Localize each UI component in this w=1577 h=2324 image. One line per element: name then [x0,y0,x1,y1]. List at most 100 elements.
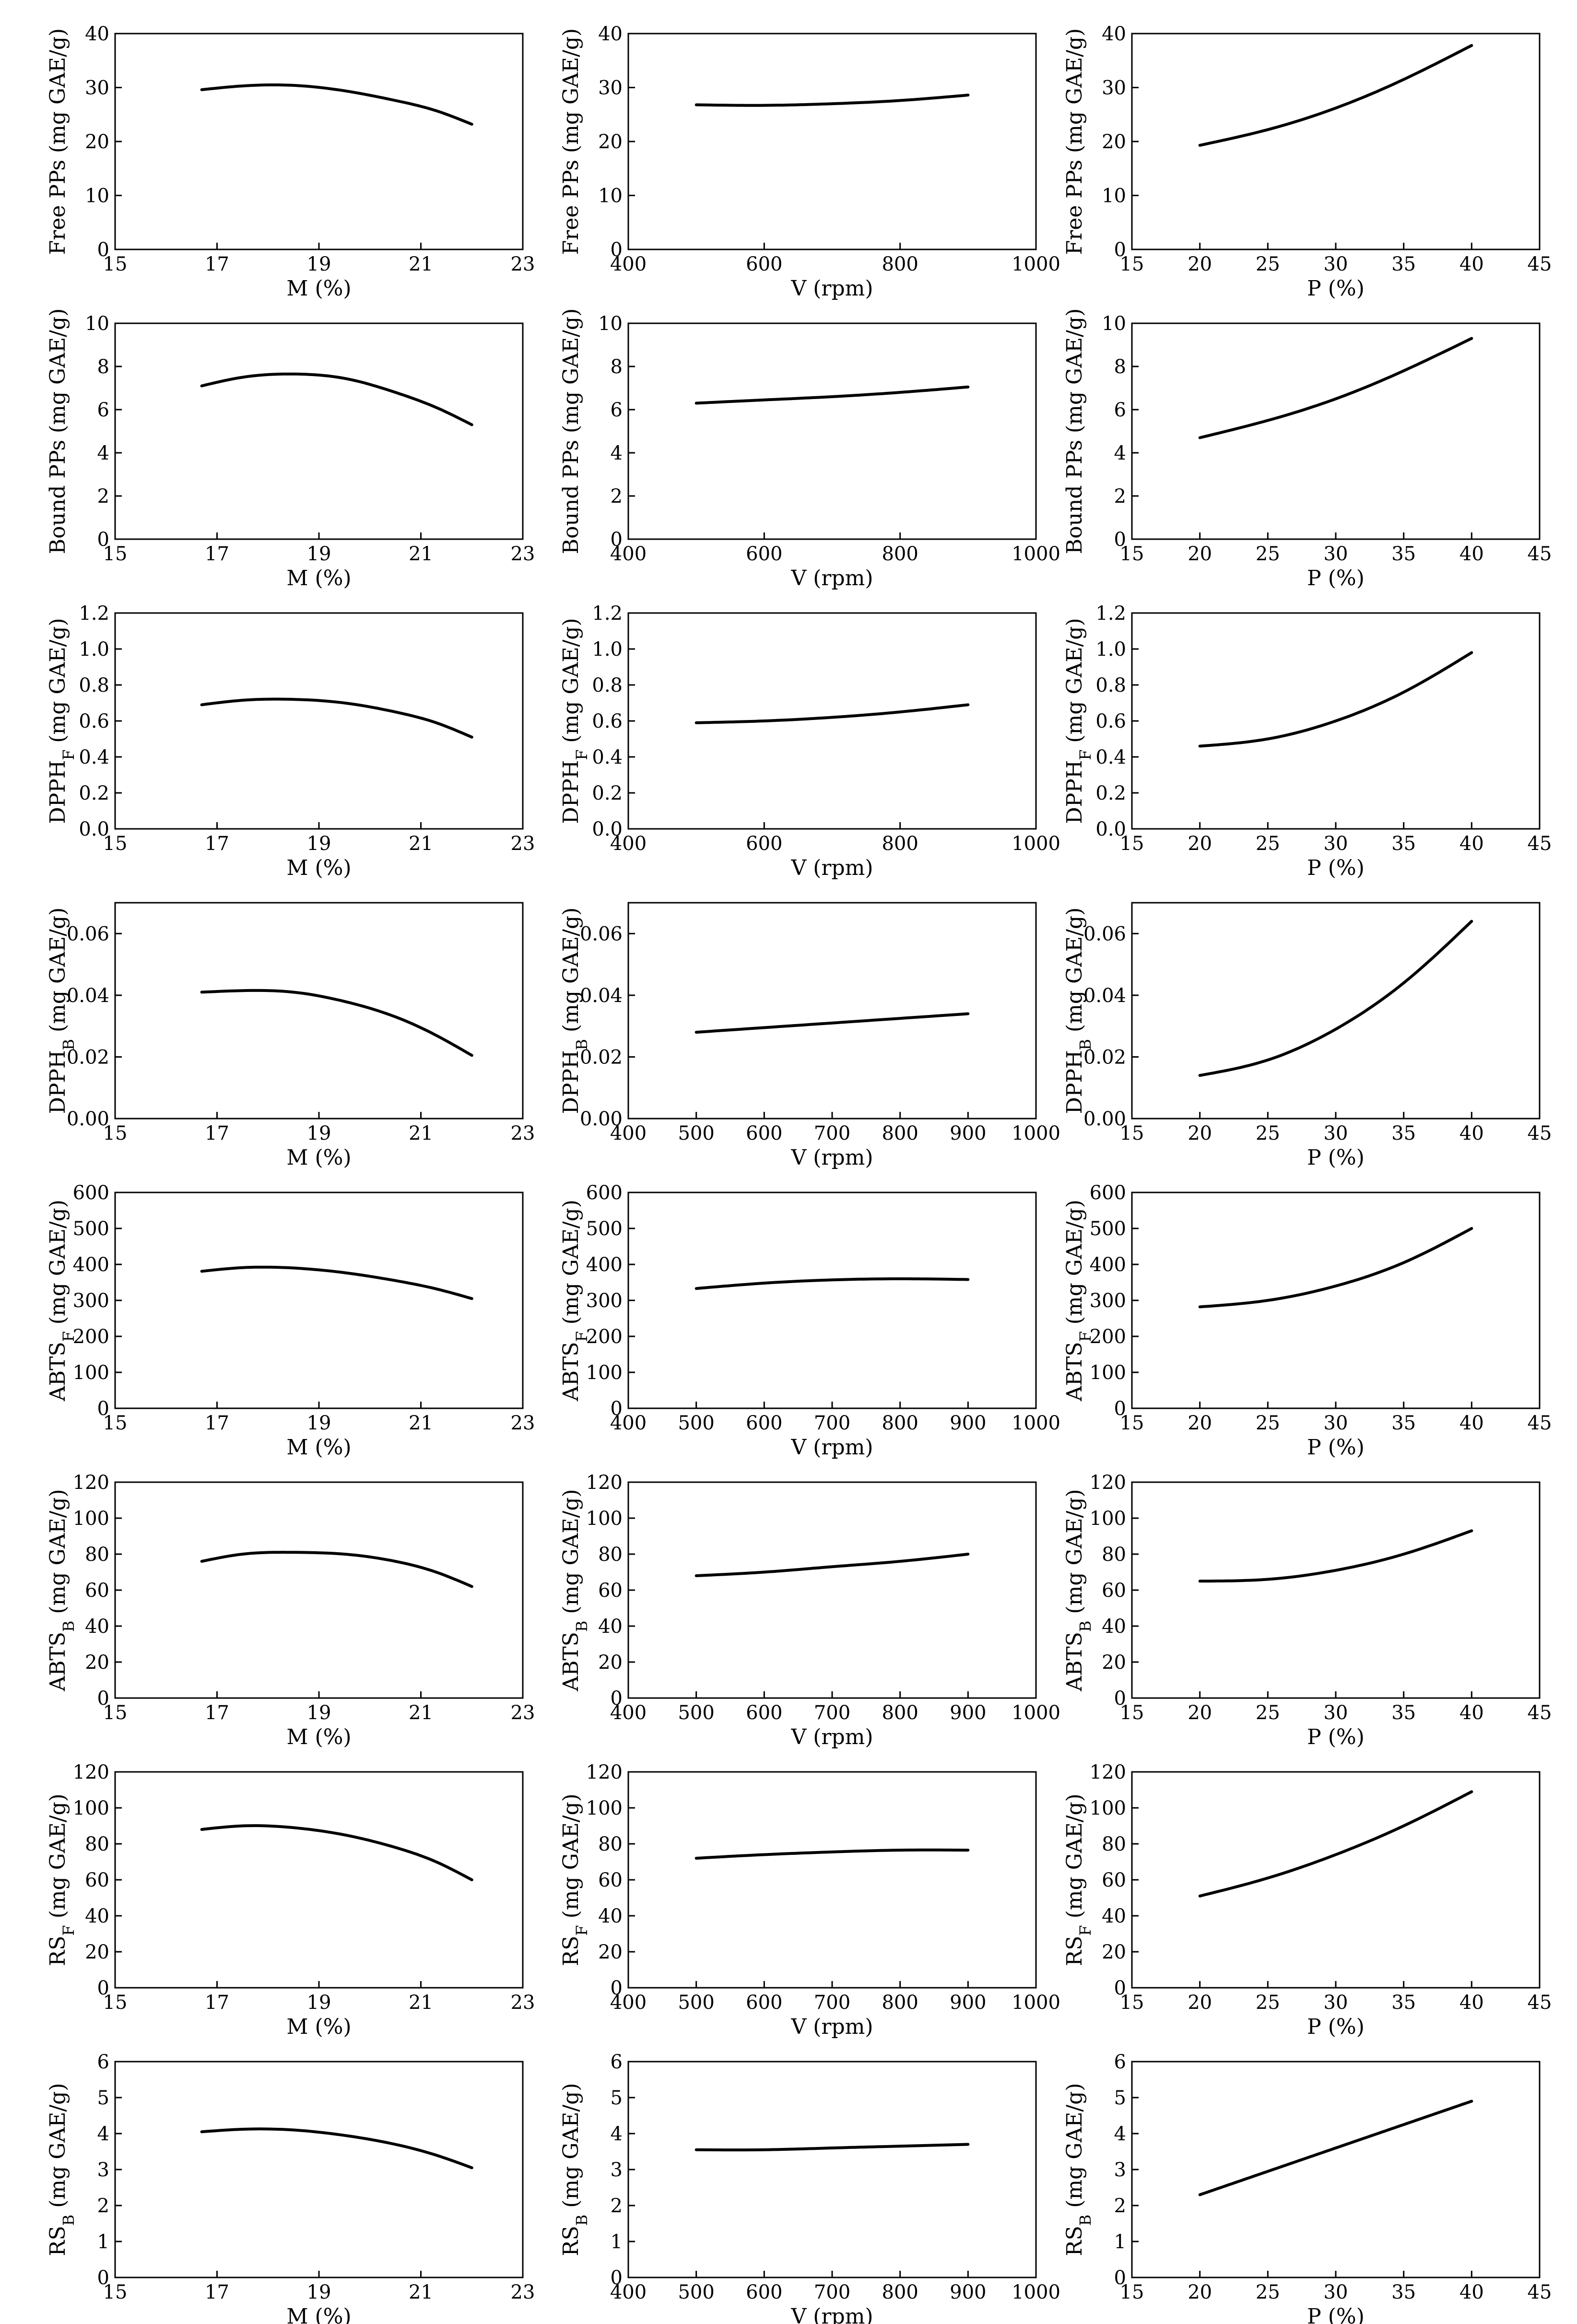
panel-2-1-x-tick-label-15: 15 [103,543,128,565]
panel-5-2-x-tick-label-400: 400 [610,1412,647,1434]
panel-5-2-x-axis-label: V (rpm) [790,1435,873,1460]
panel-8-3-response-curve [1198,2100,1473,2196]
panel-6-3-abts-b-mg-gae-g-vs-p: 15 20 25 30 35 40 45 0 20 40 60 80 100 120 P (%) ABTSB … [1062,1472,1552,1749]
panel-1-3-y-tick-label-0: 0 [1114,239,1126,261]
panel-2-1-y-axis-label: Bound PPs (mg GAE/g) [46,308,70,554]
panel-6-3-x-tick-label-45: 45 [1528,1702,1552,1724]
panel-5-1-y-tick-label-600: 600 [73,1182,109,1204]
panel-3-2-response-curve [694,703,970,724]
panel-7-1-y-tick-label-100: 100 [73,1797,109,1819]
panel-4-3-dpph-b-mg-gae-g-vs-p: 15 20 25 30 35 40 45 0.00 0.02 0.04 0.06 P (%) DPPHB… [1062,902,1552,1170]
panel-3-2-y-tick-label-0: 0.0 [592,818,623,840]
panel-3-2-dpph-f-mg-gae-g-vs-v-rpm: 400 600 800 1000 0.0 0.2 0.4 0.6 0.8 1.0 1.2 V (rpm… [559,602,1060,880]
panel-7-3-rs-f-mg-gae-g-vs-p: 15 20 25 30 35 40 45 0 20 40 60 80 100 120 P (%) RSF (m… [1062,1761,1552,2039]
panel-7-2-x-tick-label-900: 900 [950,1992,986,2014]
panel-3-3-x-tick-label-25: 25 [1256,833,1280,855]
panel-6-1-x-tick-label-17: 17 [205,1702,229,1724]
panel-5-2-y-tick-label-500: 500 [586,1218,623,1240]
panel-7-2-y-tick-label-60: 60 [598,1869,623,1891]
panel-5-3-y-tick-label-600: 600 [1090,1182,1126,1204]
panel-2-3-x-tick-label-40: 40 [1459,543,1484,565]
panel-7-3-y-tick-label-0: 0 [1114,1977,1126,1999]
panel-4-3-x-tick-label-40: 40 [1459,1122,1484,1144]
panel-3-1-y-tick-label-1.2: 1.2 [79,602,109,625]
panel-5-1-x-tick-label-17: 17 [205,1412,229,1434]
panel-2-2-y-tick-label-4: 4 [611,442,623,464]
panel-7-3-y-tick-label-60: 60 [1102,1869,1126,1891]
panel-8-1-plot-frame [114,2061,524,2278]
panel-5-2-x-tick-label-700: 700 [814,1412,850,1434]
panel-8-1-x-tick-label-17: 17 [205,2281,229,2303]
panel-5-2-x-tick-label-800: 800 [882,1412,918,1434]
panel-2-1-plot-frame [114,322,524,540]
panel-6-2-y-tick-label-40: 40 [598,1616,623,1638]
panel-3-1-y-tick-label-0.6: 0.6 [79,710,109,732]
panel-8-1-y-tick-label-6: 6 [97,2051,109,2073]
panel-6-3-response-curve [1198,1529,1473,1583]
panel-5-1-x-tick-label-21: 21 [409,1412,433,1434]
panel-8-2-rs-b-mg-gae-g-vs-v-rpm: 400 500 600 700 800 900 1000 0 1 2 3 4 5 6 V (rpm) RSB … [559,2051,1060,2324]
panel-1-2-y-tick-label-0: 0 [611,239,623,261]
panel-1-3-x-axis-label: P (%) [1307,276,1365,301]
panel-1-2-y-tick-label-30: 30 [598,77,623,99]
panel-7-3-y-tick-label-80: 80 [1102,1833,1126,1855]
panel-8-2-y-tick-label-2: 2 [611,2195,623,2217]
panel-5-3-x-tick-label-25: 25 [1256,1412,1280,1434]
panel-7-2-response-curve [694,1848,970,1860]
panel-6-3-x-tick-label-20: 20 [1188,1702,1212,1724]
panel-6-3-x-tick-label-40: 40 [1459,1702,1484,1724]
panel-8-1-y-tick-label-2: 2 [97,2195,109,2217]
panel-8-3-y-tick-label-6: 6 [1114,2051,1126,2073]
panel-8-3-y-tick-label-5: 5 [1114,2087,1126,2109]
panel-2-1-y-tick-label-6: 6 [97,399,109,421]
panel-3-1-x-tick-label-19: 19 [307,833,331,855]
panel-2-2-bound-pps-mg-gae-g-vs-v-rpm: 400 600 800 1000 0 2 4 6 8 10 V (rpm) Bound PPs (mg… [559,308,1060,590]
panel-4-3-y-axis-label: DPPHB (mg GAE/g) [1062,908,1094,1114]
panel-7-3-y-tick-label-120: 120 [1090,1761,1126,1783]
panel-2-2-plot-frame [627,322,1037,540]
panel-2-3-x-tick-label-30: 30 [1324,543,1348,565]
panel-5-2-x-tick-label-1000: 1000 [1012,1412,1060,1434]
panel-1-1-plot-frame [114,33,524,250]
panel-8-1-y-tick-label-0: 0 [97,2267,109,2289]
panel-1-1-x-tick-label-21: 21 [409,253,433,275]
panel-5-2-x-tick-label-900: 900 [950,1412,986,1434]
panel-1-1-free-pps-mg-gae-g-vs-m: 15 17 19 21 23 0 10 20 30 40 M (%) Free PPs (mg GAE… [46,23,535,301]
panel-7-1-x-tick-label-15: 15 [103,1992,128,2014]
panel-8-1-y-tick-label-3: 3 [97,2159,109,2181]
panel-8-3-y-tick-label-0: 0 [1114,2267,1126,2289]
panel-4-1-y-tick-label-0.06: 0.06 [67,923,109,945]
panel-3-2-x-tick-label-600: 600 [746,833,782,855]
panel-4-1-response-curve [200,989,473,1057]
panel-2-2-x-tick-label-400: 400 [610,543,647,565]
panel-2-3-y-tick-label-4: 4 [1114,442,1126,464]
panel-8-2-response-curve [694,2143,970,2152]
panel-2-2-y-axis-label: Bound PPs (mg GAE/g) [559,308,583,554]
panel-1-2-x-tick-label-400: 400 [610,253,647,275]
panel-8-3-x-tick-label-25: 25 [1256,2281,1280,2303]
panel-6-2-y-tick-label-20: 20 [598,1652,623,1674]
panel-5-3-abts-f-mg-gae-g-vs-p: 15 20 25 30 35 40 45 0 100 200 300 400 500 600 P (%) AB… [1062,1182,1552,1460]
panel-1-1-y-axis-label: Free PPs (mg GAE/g) [46,28,70,255]
panel-4-1-dpph-b-mg-gae-g-vs-m: 15 17 19 21 23 0.00 0.02 0.04 0.06 M (%) DPPHB (mg… [46,902,535,1170]
panel-5-3-response-curve [1198,1227,1473,1309]
panel-4-1-y-tick-label-0: 0.00 [67,1108,109,1130]
panel-6-3-y-tick-label-100: 100 [1090,1508,1126,1530]
panel-1-3-plot-frame [1131,33,1541,250]
panel-5-2-x-tick-label-500: 500 [678,1412,714,1434]
panel-3-1-x-tick-label-15: 15 [103,833,128,855]
panel-7-2-plot-frame [627,1771,1037,1989]
panel-7-2-x-tick-label-800: 800 [882,1992,918,2014]
panel-5-3-x-tick-label-35: 35 [1391,1412,1416,1434]
panel-3-1-y-tick-label-0.4: 0.4 [79,746,109,768]
panel-3-2-x-tick-label-800: 800 [882,833,918,855]
panel-6-2-y-tick-label-120: 120 [586,1472,623,1494]
panel-5-3-y-tick-label-400: 400 [1090,1254,1126,1276]
panel-6-1-y-tick-label-120: 120 [73,1472,109,1494]
panel-1-3-x-tick-label-15: 15 [1120,253,1144,275]
panel-3-1-y-tick-label-0.8: 0.8 [79,674,109,696]
panel-3-3-x-axis-label: P (%) [1307,856,1365,880]
panel-5-1-y-tick-label-100: 100 [73,1362,109,1384]
panel-2-1-bound-pps-mg-gae-g-vs-m: 15 17 19 21 23 0 2 4 6 8 10 M (%) Bound PPs (mg GAE/… [46,308,535,590]
